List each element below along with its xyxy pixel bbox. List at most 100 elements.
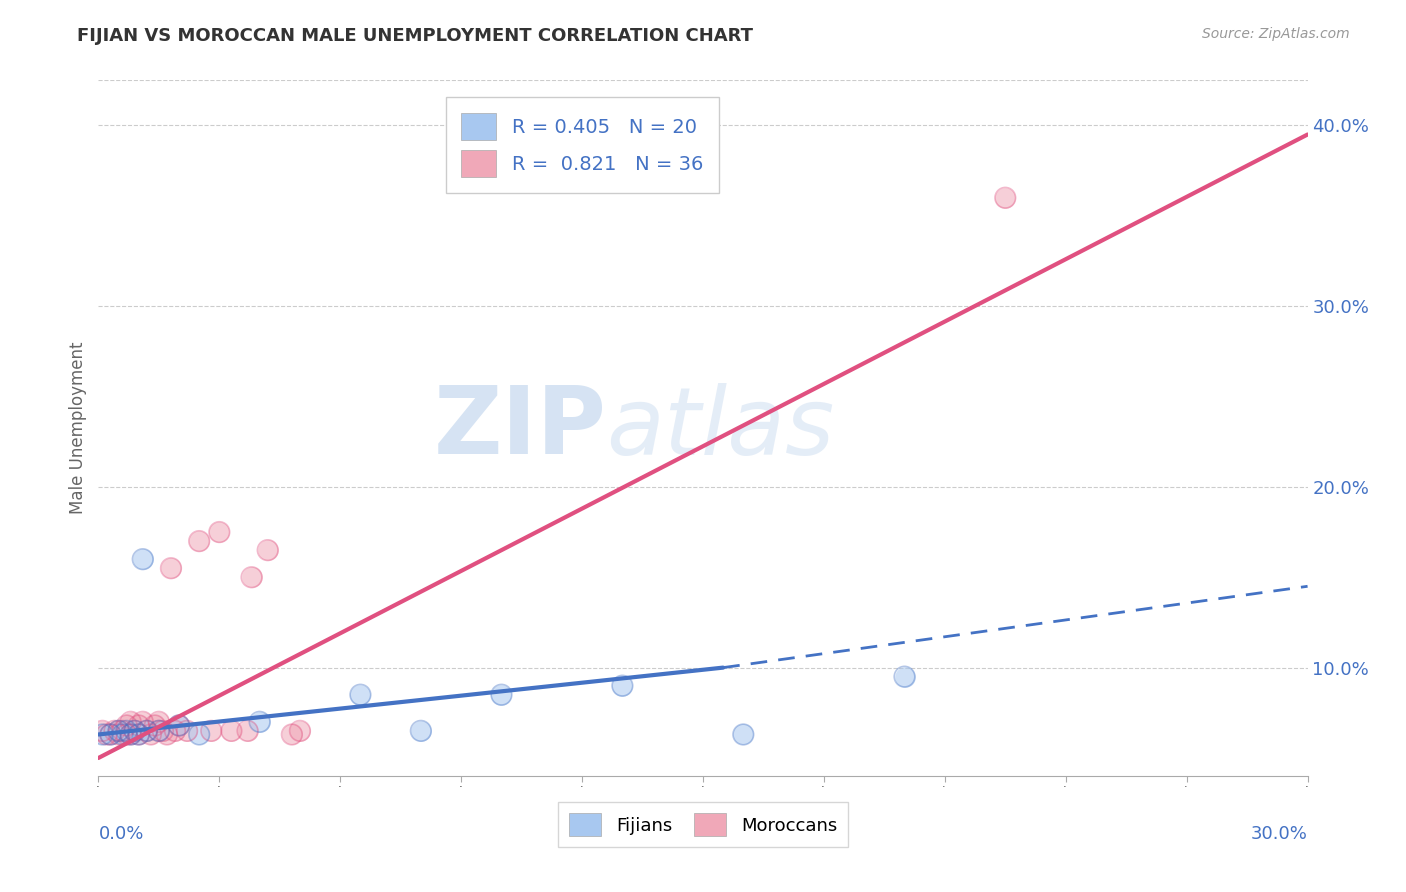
Point [221, 723, 243, 738]
Point [208, 524, 231, 539]
Point [249, 714, 271, 729]
Point [135, 723, 157, 738]
Point [115, 723, 138, 738]
Point [163, 723, 186, 738]
Point [120, 727, 142, 741]
Text: Source: ZipAtlas.com: Source: ZipAtlas.com [1202, 27, 1350, 41]
Point [100, 727, 122, 741]
Point [115, 727, 138, 741]
Point [111, 727, 134, 741]
Point [124, 723, 146, 738]
Point [188, 534, 211, 549]
Point [107, 723, 129, 738]
Point [135, 723, 157, 738]
Point [156, 727, 179, 741]
Point [148, 723, 170, 738]
Point [120, 727, 142, 741]
Point [152, 723, 174, 738]
Point [124, 723, 146, 738]
Text: 30.0%: 30.0% [1251, 825, 1308, 843]
Point [167, 718, 190, 732]
Point [148, 714, 170, 729]
Point [111, 723, 134, 738]
Point [132, 714, 155, 729]
Point [120, 714, 142, 729]
Point [103, 723, 125, 738]
Point [128, 727, 150, 741]
Point [221, 723, 243, 738]
Point [160, 561, 183, 575]
Point [120, 714, 142, 729]
Point [167, 718, 190, 732]
Point [148, 723, 170, 738]
Point [135, 723, 157, 738]
Point [107, 723, 129, 738]
Point [236, 723, 259, 738]
Point [128, 727, 150, 741]
Point [91, 727, 114, 741]
Point [200, 723, 222, 738]
Point [148, 714, 170, 729]
Point [281, 727, 304, 741]
Text: 0.0%: 0.0% [98, 825, 143, 843]
Point [91, 723, 114, 738]
Point [249, 714, 271, 729]
Point [100, 727, 122, 741]
Point [288, 723, 311, 738]
Point [188, 534, 211, 549]
Point [893, 670, 915, 684]
Point [115, 727, 138, 741]
Point [96, 727, 118, 741]
Text: FIJIAN VS MOROCCAN MALE UNEMPLOYMENT CORRELATION CHART: FIJIAN VS MOROCCAN MALE UNEMPLOYMENT COR… [77, 27, 754, 45]
Point [240, 570, 263, 584]
Point [100, 727, 122, 741]
Point [256, 543, 278, 558]
Point [288, 723, 311, 738]
Point [132, 552, 155, 566]
Point [103, 723, 125, 738]
Point [139, 727, 162, 741]
Y-axis label: Male Unemployment: Male Unemployment [69, 342, 87, 515]
Point [349, 688, 371, 702]
Point [994, 191, 1017, 205]
Point [612, 679, 634, 693]
Point [167, 718, 190, 732]
Point [120, 727, 142, 741]
Point [148, 723, 170, 738]
Point [188, 727, 211, 741]
Point [176, 723, 198, 738]
Point [111, 723, 134, 738]
Point [160, 561, 183, 575]
Point [132, 552, 155, 566]
Legend: R = 0.405   N = 20, R =  0.821   N = 36: R = 0.405 N = 20, R = 0.821 N = 36 [446, 97, 718, 193]
Point [124, 723, 146, 738]
Point [107, 727, 129, 741]
Point [91, 727, 114, 741]
Point [200, 723, 222, 738]
Point [139, 727, 162, 741]
Point [115, 723, 138, 738]
Point [612, 679, 634, 693]
Point [994, 191, 1017, 205]
Point [156, 727, 179, 741]
Point [733, 727, 755, 741]
Point [128, 727, 150, 741]
Point [491, 688, 513, 702]
Point [135, 723, 157, 738]
Point [409, 723, 432, 738]
Point [128, 718, 150, 732]
Point [115, 718, 138, 732]
Point [240, 570, 263, 584]
Point [236, 723, 259, 738]
Point [143, 718, 166, 732]
Point [128, 718, 150, 732]
Point [148, 723, 170, 738]
Point [281, 727, 304, 741]
Point [349, 688, 371, 702]
Point [256, 543, 278, 558]
Point [409, 723, 432, 738]
Point [143, 718, 166, 732]
Point [115, 718, 138, 732]
Point [163, 723, 186, 738]
Point [91, 723, 114, 738]
